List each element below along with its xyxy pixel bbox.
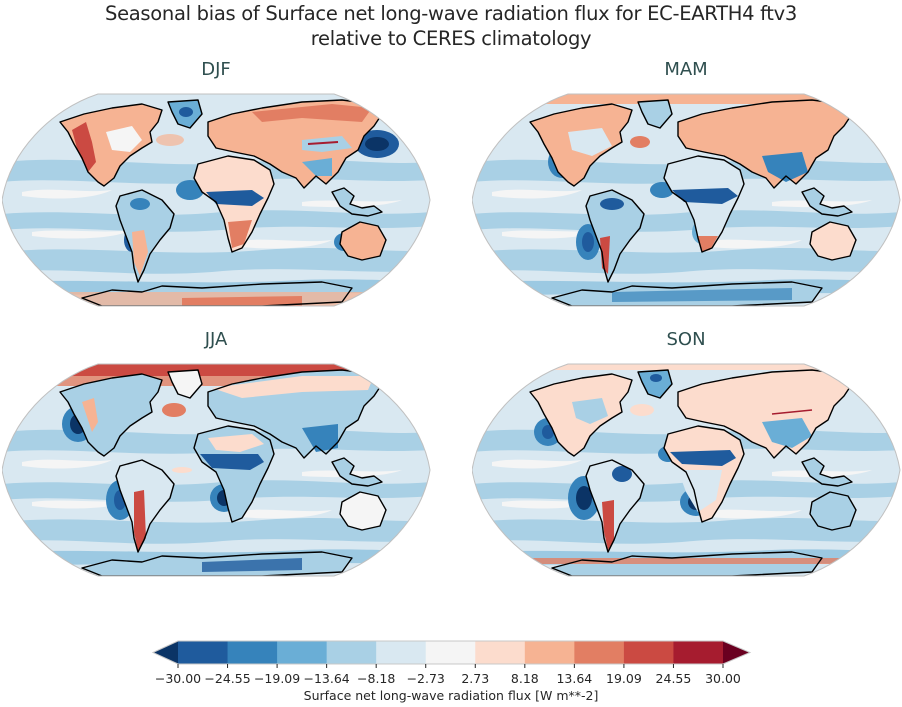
colorbar-tick-label: 19.09 [606,671,642,686]
map-son [472,363,901,577]
panel-title-jja: JJA [204,329,228,350]
figure-title-line-2: relative to CERES climatology [310,27,592,50]
colorbar-tick-label: 13.64 [556,671,593,686]
colorbar [151,640,752,668]
colorbar-segment [524,641,575,664]
colorbar-tick-label: −13.64 [303,671,350,686]
colorbar-segment [376,641,427,664]
map-djf [2,93,431,307]
colorbar-segment [623,641,674,664]
colorbar-segment [277,641,328,664]
panel-title-djf: DJF [201,59,231,80]
colorbar-tick-label: −2.73 [406,671,445,686]
colorbar-label: Surface net long-wave radiation flux [W … [303,688,599,703]
map-jja [2,363,431,577]
map-mam [472,93,901,307]
colorbar-segment [574,641,625,664]
colorbar-segment [326,641,377,664]
panel-title-son: SON [666,329,706,350]
colorbar-tick-label: 8.18 [510,671,539,686]
colorbar-under-arrow [153,641,178,664]
colorbar-tick-label: −8.18 [357,671,396,686]
colorbar-tick-label: −24.55 [204,671,251,686]
colorbar-tick-label: −19.09 [253,671,301,686]
colorbar-tick-label: 24.55 [655,671,692,686]
colorbar-segment [673,641,724,664]
colorbar-segment [475,641,526,664]
colorbar-tick-label: 30.00 [705,671,741,686]
colorbar-segment [227,641,278,664]
colorbar-tick-label: −30.00 [154,671,202,686]
figure-title-line-1: Seasonal bias of Surface net long-wave r… [105,2,797,25]
panel-title-mam: MAM [664,59,708,80]
colorbar-over-arrow [723,641,750,664]
colorbar-segment [425,641,476,664]
colorbar-segment [178,641,229,664]
colorbar-tick-label: 2.73 [461,671,490,686]
